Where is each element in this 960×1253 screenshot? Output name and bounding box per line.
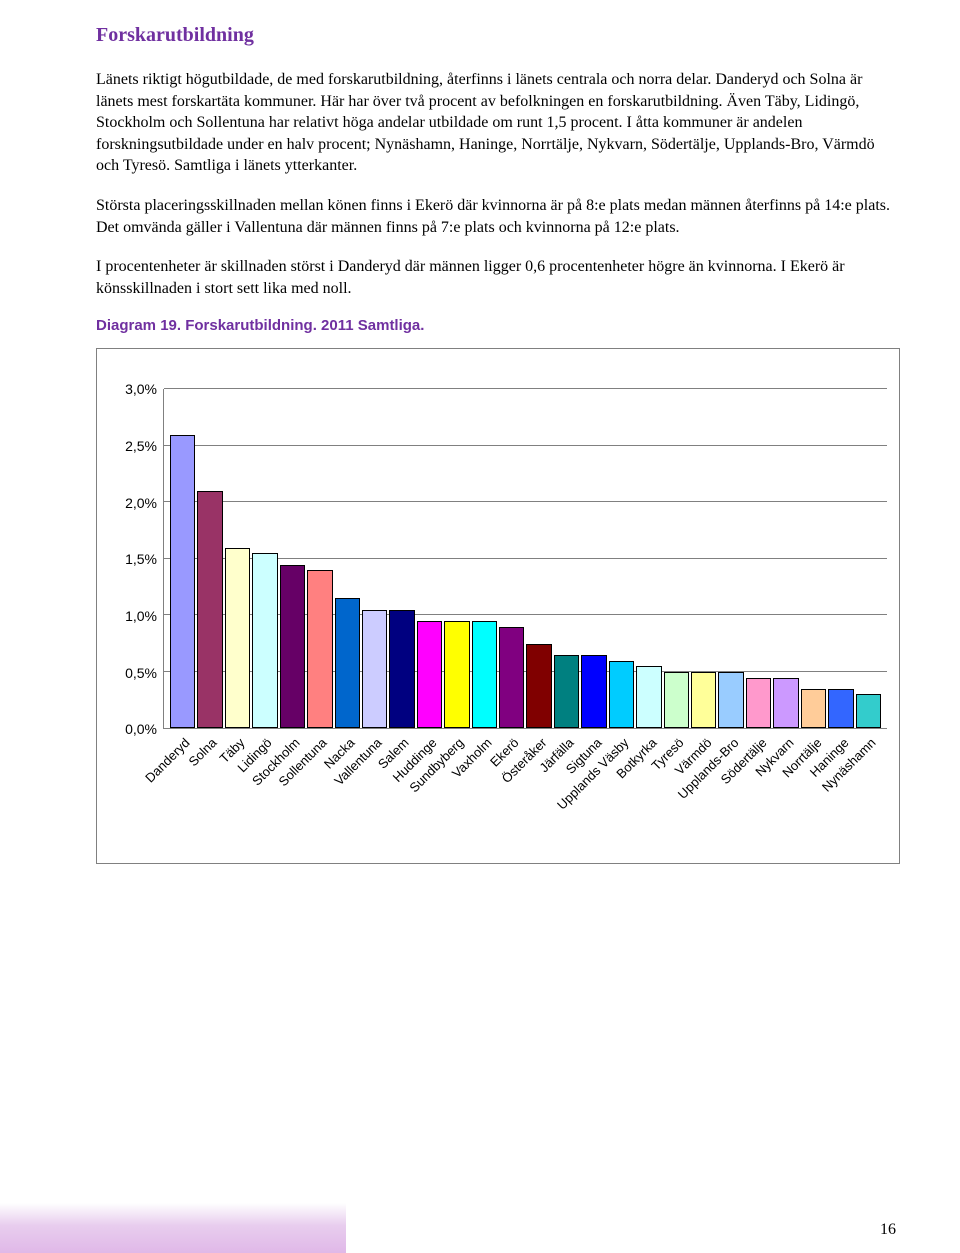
chart-bar	[417, 621, 442, 728]
chart-y-axis: 3,0%2,5%2,0%1,5%1,0%0,5%0,0%	[109, 389, 163, 729]
chart-x-slot: Solna	[196, 729, 221, 849]
page-number: 16	[880, 1221, 896, 1239]
chart-y-tick: 0,5%	[125, 665, 157, 681]
chart-x-slot: Norrtälje	[801, 729, 826, 849]
chart-bar	[636, 666, 661, 728]
chart-bar	[307, 570, 332, 728]
footer-band	[0, 1203, 346, 1253]
chart-bar	[773, 678, 798, 729]
chart-bar	[746, 678, 771, 729]
chart-bar	[197, 491, 222, 728]
section-title: Forskarutbildning	[96, 24, 900, 47]
page: Forskarutbildning Länets riktigt högutbi…	[0, 0, 960, 1253]
chart-x-slot: Täby	[224, 729, 249, 849]
chart-x-slot: Nynäshamn	[856, 729, 881, 849]
chart-bar	[280, 565, 305, 729]
chart-bar	[499, 627, 524, 729]
diagram-caption: Diagram 19. Forskarutbildning. 2011 Samt…	[96, 317, 900, 334]
chart-bar	[526, 644, 551, 729]
paragraph-3: I procentenheter är skillnaden störst i …	[96, 256, 900, 299]
chart-bar	[362, 610, 387, 729]
chart-x-slot: Stockholm	[279, 729, 304, 849]
chart-y-tick: 3,0%	[125, 381, 157, 397]
chart-x-slot: Södertälje	[746, 729, 771, 849]
chart-bar	[856, 694, 881, 728]
chart-x-label: Danderyd	[142, 735, 192, 785]
chart-x-slot: Upplands-Bro	[718, 729, 743, 849]
chart-y-tick: 2,5%	[125, 438, 157, 454]
chart-bar	[581, 655, 606, 728]
chart-bar	[664, 672, 689, 729]
chart-x-slot: Nacka	[334, 729, 359, 849]
chart-bar	[472, 621, 497, 728]
chart-bar	[225, 548, 250, 729]
chart-y-tick: 1,0%	[125, 608, 157, 624]
chart-x-slot: Österåker	[526, 729, 551, 849]
chart-x-slot: Vaxholm	[471, 729, 496, 849]
chart-bar	[718, 672, 743, 729]
chart-frame: 3,0%2,5%2,0%1,5%1,0%0,5%0,0% DanderydSol…	[96, 348, 900, 864]
chart-bar	[389, 610, 414, 729]
chart-x-slot: Sollentuna	[306, 729, 331, 849]
chart-bars	[170, 389, 881, 728]
chart-x-slot: Upplands Väsby	[609, 729, 634, 849]
chart-x-slot: Sundbyberg	[444, 729, 469, 849]
chart-bar	[828, 689, 853, 729]
chart-x-slot: Lidingö	[251, 729, 276, 849]
chart-y-tick: 0,0%	[125, 721, 157, 737]
chart-x-slot: Vallentuna	[361, 729, 386, 849]
chart-bar	[170, 435, 195, 729]
chart-x-slot: Botkyrka	[636, 729, 661, 849]
chart-inner: 3,0%2,5%2,0%1,5%1,0%0,5%0,0%	[109, 389, 887, 729]
chart-x-slot: Danderyd	[169, 729, 194, 849]
chart-x-slot: Nykvarn	[773, 729, 798, 849]
chart-bar	[554, 655, 579, 728]
chart-y-tick: 1,5%	[125, 551, 157, 567]
chart-bar	[691, 672, 716, 729]
chart-bar	[252, 553, 277, 728]
chart-plot-wrap	[163, 389, 887, 729]
chart-bar	[801, 689, 826, 729]
chart-bar	[335, 598, 360, 728]
paragraph-1: Länets riktigt högutbildade, de med fors…	[96, 69, 900, 177]
chart-bar	[609, 661, 634, 729]
paragraph-2: Största placeringsskillnaden mellan köne…	[96, 195, 900, 238]
chart-plot	[163, 389, 887, 729]
chart-x-labels: DanderydSolnaTäbyLidingöStockholmSollent…	[163, 729, 887, 849]
chart-bar	[444, 621, 469, 728]
chart-x-slot: Ekerö	[499, 729, 524, 849]
chart-y-tick: 2,0%	[125, 495, 157, 511]
